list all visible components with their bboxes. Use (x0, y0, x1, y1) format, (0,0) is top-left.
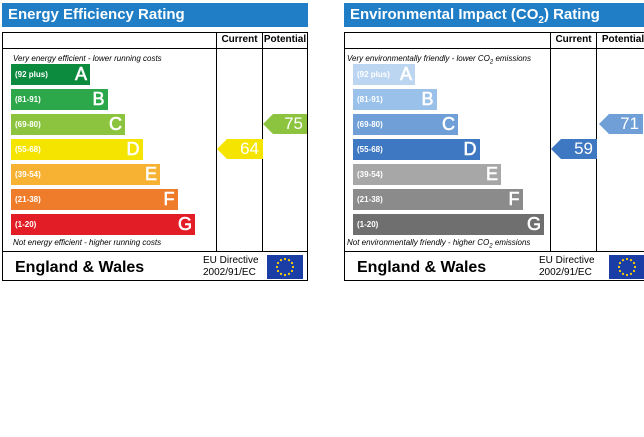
current-rating-value: 59 (574, 139, 593, 158)
title-text-end: ) Rating (543, 6, 600, 23)
band-range-label: (81-91) (15, 95, 41, 104)
rating-band-e: (39-54) E (11, 164, 160, 185)
band-range-label: (55-68) (15, 145, 41, 154)
energy-efficiency-chart: Current Potential Very energy efficient … (2, 32, 308, 281)
current-arrow-shape (217, 139, 263, 159)
band-range-label: (69-80) (357, 120, 383, 129)
region-label: England & Wales (15, 259, 145, 276)
eu-directive-label: EU Directive 2002/91/EC (539, 255, 595, 279)
potential-rating-value: 75 (284, 114, 303, 133)
rating-band-c: (69-80) C (353, 114, 458, 135)
rating-band-f: (21-38) F (11, 189, 178, 210)
top-note: Very environmentally friendly - lower CO… (347, 54, 531, 66)
rating-band-g: (1-20) G (11, 214, 195, 235)
title-subscript: 2 (538, 15, 544, 26)
band-letter: F (163, 189, 175, 210)
band-letter: C (109, 114, 123, 135)
band-range-label: (55-68) (357, 145, 383, 154)
band-letter: D (126, 139, 140, 160)
bottom-note: Not environmentally friendly - higher CO… (347, 238, 530, 250)
band-range-label: (1-20) (357, 220, 379, 229)
column-divider (550, 33, 551, 251)
current-rating-arrow: 59 (551, 139, 597, 159)
band-range-label: (92 plus) (15, 70, 48, 79)
band-letter: B (92, 89, 105, 110)
environmental-impact-panel: Environmental Impact (CO2) Rating Curren… (344, 3, 644, 281)
band-letter: G (526, 214, 542, 235)
region-label: England & Wales (357, 259, 487, 276)
band-range-label: (1-20) (15, 220, 37, 229)
band-range-label: (21-38) (15, 195, 41, 204)
rating-band-c: (69-80) C (11, 114, 125, 135)
directive-line-1: EU Directive (203, 255, 259, 266)
rating-band-f: (21-38) F (353, 189, 523, 210)
potential-column-header: Potential (601, 34, 644, 45)
directive-line-1: EU Directive (539, 255, 595, 266)
current-rating-value: 64 (240, 139, 259, 158)
potential-rating-arrow: 71 (599, 114, 643, 134)
title-text: Environmental Impact (CO (350, 6, 539, 23)
band-letter: F (508, 189, 520, 210)
note-text: Not environmentally friendly - higher CO (347, 238, 490, 247)
note-text-end: emissions (493, 54, 532, 63)
rating-band-e: (39-54) E (353, 164, 501, 185)
energy-efficiency-title: Energy Efficiency Rating (2, 3, 308, 27)
band-letter: D (463, 139, 477, 160)
band-range-label: (92 plus) (357, 70, 390, 79)
rating-band-b: (81-91) B (11, 89, 108, 110)
environmental-impact-chart: Current Potential Very environmentally f… (344, 32, 644, 281)
note-subscript: 2 (489, 59, 494, 66)
directive-line-2: 2002/91/EC (203, 267, 256, 278)
rating-band-d: (55-68) D (353, 139, 480, 160)
top-note: Very energy efficient - lower running co… (13, 54, 162, 63)
band-letter: A (74, 64, 88, 85)
band-letter: E (485, 164, 499, 185)
rating-band-a: (92 plus) A (11, 64, 90, 85)
footer-divider (345, 251, 644, 252)
band-letter: E (144, 164, 158, 185)
band-letter: A (399, 64, 413, 85)
eu-flag-icon (609, 255, 644, 279)
potential-column-header: Potential (263, 34, 307, 45)
band-range-label: (39-54) (15, 170, 41, 179)
band-range-label: (69-80) (15, 120, 41, 129)
note-subscript: 2 (489, 243, 493, 250)
band-letter: G (177, 214, 193, 235)
directive-line-2: 2002/91/EC (539, 267, 592, 278)
environmental-impact-title: Environmental Impact (CO2) Rating (344, 3, 644, 27)
note-text-end: emissions (492, 238, 531, 247)
rating-band-g: (1-20) G (353, 214, 544, 235)
band-letter: C (442, 114, 456, 135)
rating-band-b: (81-91) B (353, 89, 437, 110)
potential-arrow-shape (263, 114, 307, 134)
band-range-label: (21-38) (357, 195, 383, 204)
band-range-label: (81-91) (357, 95, 383, 104)
rating-band-a: (92 plus) A (353, 64, 415, 85)
current-column-header: Current (555, 34, 592, 45)
potential-rating-value: 71 (620, 114, 639, 133)
potential-arrow-shape (599, 114, 643, 134)
band-letter: B (421, 89, 434, 110)
eu-flag-icon (267, 255, 303, 279)
current-arrow-shape (551, 139, 597, 159)
rating-band-d: (55-68) D (11, 139, 143, 160)
note-text: Very environmentally friendly - lower CO (347, 54, 490, 63)
header-divider (3, 48, 307, 49)
current-column-header: Current (221, 34, 258, 45)
current-rating-arrow: 64 (217, 139, 263, 159)
footer-divider (3, 251, 307, 252)
eu-directive-label: EU Directive 2002/91/EC (203, 255, 259, 279)
header-divider (345, 48, 644, 49)
potential-rating-arrow: 75 (263, 114, 307, 134)
bottom-note: Not energy efficient - higher running co… (13, 238, 162, 247)
band-range-label: (39-54) (357, 170, 383, 179)
column-divider (216, 33, 217, 251)
energy-efficiency-panel: Energy Efficiency Rating Current Potenti… (2, 3, 308, 281)
